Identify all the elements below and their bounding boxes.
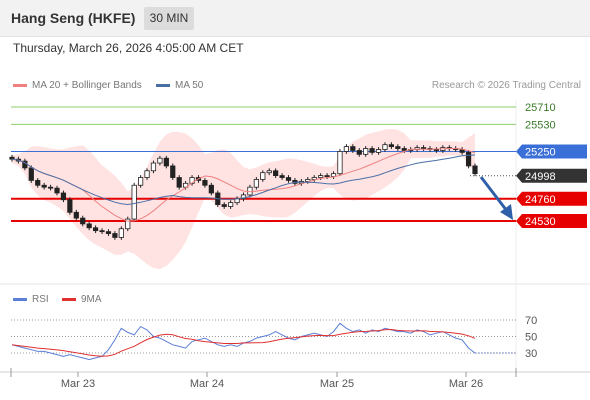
x-tick-label: Mar 23 [61,378,95,390]
candle-body [337,151,343,175]
instrument-title: Hang Seng (HKFE) [11,10,136,26]
x-tick-label: Mar 25 [320,378,354,390]
candle-body [375,149,382,153]
candle-body [208,184,214,194]
candle-body [163,157,169,167]
candle-body [279,175,285,178]
candle-body [60,192,67,201]
candle-body [35,180,41,186]
rsi-level-label-30: 30 [525,348,537,360]
level-tag-24998 [516,168,587,183]
ma9-label: 9MA [81,294,102,305]
level-tag-25250 [516,144,587,159]
candle-body [176,177,182,188]
candle-body [202,180,208,186]
candle-body [253,179,259,188]
candle-body [112,233,118,238]
level-label-24760: 24760 [525,194,556,206]
candle-body [150,162,157,172]
legend-ma20: MA 20 + Bollinger Bands [13,80,142,91]
candle-body [311,177,317,180]
candle-body [118,228,124,238]
level-tag-24760 [516,191,587,206]
ma50-swatch [156,83,170,87]
candle-body [363,148,369,155]
candle-body [350,146,356,151]
level-label-24998: 24998 [525,171,556,183]
candle-body [382,144,388,150]
candle-body [73,211,79,219]
rsi-ma-line [11,328,476,357]
candle-body [266,170,272,174]
legend-ma9: 9MA [62,294,102,305]
candle-body [260,172,266,180]
candle-body [228,202,234,207]
candle-body [54,187,60,194]
forecast-arrow-head [500,204,513,220]
candle-body [369,148,375,153]
candle-body [285,177,292,181]
level-tag-24530 [516,214,587,228]
rsi-level-label-70: 70 [525,315,537,327]
level-label-25530: 25530 [525,119,556,131]
rsi-level-label-50: 50 [525,332,537,344]
candle-body [99,230,105,233]
candle-body [86,223,92,229]
ma20-label: MA 20 + Bollinger Bands [32,80,142,91]
candle-body [221,204,227,207]
x-tick-label: Mar 26 [449,378,483,390]
rsi-swatch [13,297,27,301]
candle-body [240,194,247,200]
candle-body [273,170,279,176]
candle-body [356,150,362,155]
ma20-swatch [13,83,27,87]
timeframe-badge[interactable]: 30 MIN [144,7,194,30]
candle-body [247,186,253,196]
rsi-label: RSI [32,294,49,305]
candle-body [67,199,73,213]
candle-body [138,177,144,186]
candle-body [170,165,176,178]
candle-body [41,184,47,188]
candle-body [465,152,472,167]
candle-body [131,184,137,220]
candle-body [318,175,324,178]
candle-body [105,231,112,234]
candle-body [9,156,15,160]
ma50-line [11,154,476,206]
candle-body [343,146,349,152]
candle-body [92,227,99,232]
candle-body [420,147,427,149]
ma50-label: MA 50 [175,80,204,91]
level-label-25250: 25250 [525,146,556,158]
candle-body [47,186,54,189]
ma9-swatch [62,297,76,301]
forecast-arrow-shaft [479,176,509,212]
candle-body [472,165,478,175]
candle-body [395,146,401,149]
legend-rsi: RSI [13,294,49,305]
candle-body [401,148,407,151]
candle-body [433,149,440,151]
candle-body [28,167,34,181]
x-tick-label: Mar 24 [190,378,224,390]
candle-body [324,175,330,177]
level-label-25710: 25710 [525,102,556,114]
legend-ma50: MA 50 [156,80,203,91]
header-bar: Hang Seng (HKFE) 30 MIN [0,0,590,37]
candle-body [144,170,150,178]
candle-body [388,144,395,148]
level-label-24530: 24530 [525,216,556,228]
ma20-line [11,148,476,222]
candle-body [125,218,131,230]
candle-body [80,217,86,225]
candle-body [157,157,163,164]
credit-text: Research © 2026 Trading Central [431,80,581,91]
timestamp: Thursday, March 26, 2026 4:05:00 AM CET [13,41,244,55]
